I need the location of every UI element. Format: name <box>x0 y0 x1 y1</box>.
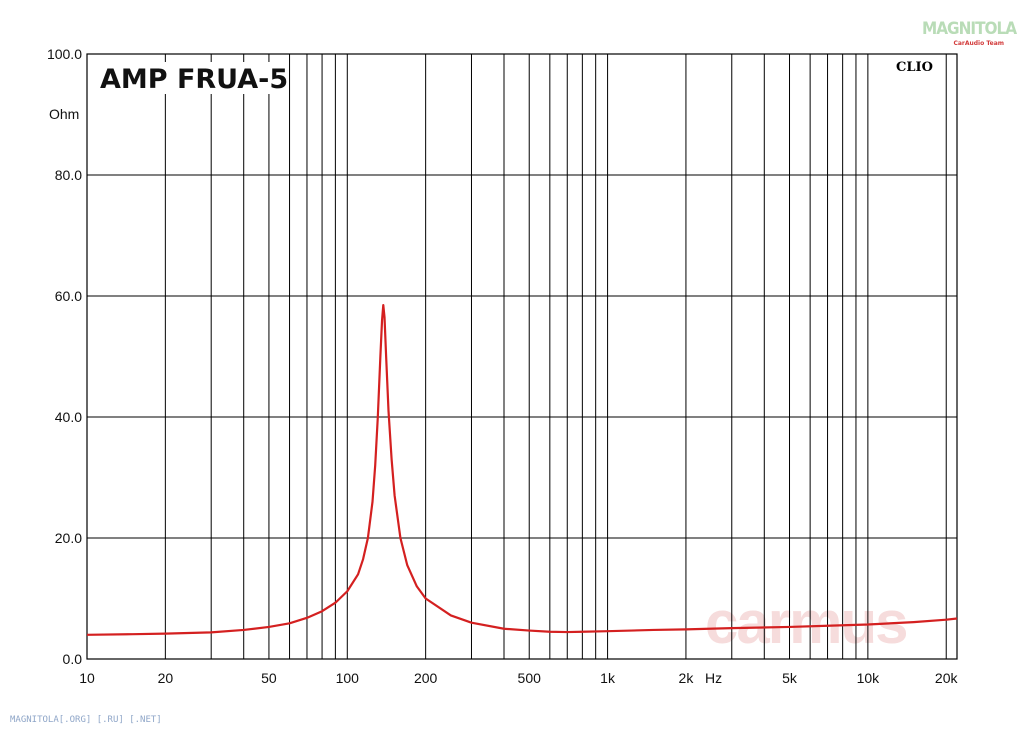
footer-text: MAGNITOLA[.ORG] [.RU] [.NET] <box>10 715 162 725</box>
x-gridlines <box>164 54 947 659</box>
x-tick-label: 10k <box>857 670 881 686</box>
watermark-text: carmus <box>705 589 906 656</box>
impedance-curve <box>86 303 958 636</box>
y-tick-label: 40.0 <box>55 409 82 425</box>
x-tick-label: 20 <box>158 670 174 686</box>
x-tick-label: 500 <box>518 670 542 686</box>
y-tick-label: 0.0 <box>63 651 83 667</box>
magnitola-logo: MAGNITOLA CarAudio Team <box>922 19 1017 50</box>
y-tick-label: 100.0 <box>47 46 82 62</box>
clio-label: CLIO <box>896 60 933 75</box>
logo-text: MAGNITOLA <box>922 19 1017 39</box>
logo-subtitle: CarAudio Team <box>953 40 1004 47</box>
series-layer <box>86 303 958 636</box>
x-tick-label: 2k <box>679 670 695 686</box>
plot-frame <box>86 53 958 660</box>
x-tick-labels: 10 20 50 100 200 500 1k 2k 5k 10k 20k <box>79 670 958 686</box>
y-tick-label: 80.0 <box>55 167 82 183</box>
x-tick-label: 50 <box>261 670 277 686</box>
x-tick-label: 200 <box>414 670 438 686</box>
x-unit-label: Hz <box>705 670 722 686</box>
title-box <box>96 62 284 94</box>
x-tick-label: 5k <box>782 670 798 686</box>
x-tick-label: 10 <box>79 670 95 686</box>
y-gridlines <box>87 53 957 660</box>
y-tick-label: 20.0 <box>55 530 82 546</box>
x-tick-label: 100 <box>336 670 360 686</box>
y-unit-label: Ohm <box>49 106 79 122</box>
clio-box <box>893 56 945 76</box>
x-tick-label: 1k <box>600 670 616 686</box>
y-tick-labels: 0.0 20.0 40.0 60.0 80.0 100.0 <box>47 46 82 667</box>
chart-title: AMP FRUA-5 <box>100 64 288 95</box>
y-tick-label: 60.0 <box>55 288 82 304</box>
x-tick-label: 20k <box>935 670 959 686</box>
